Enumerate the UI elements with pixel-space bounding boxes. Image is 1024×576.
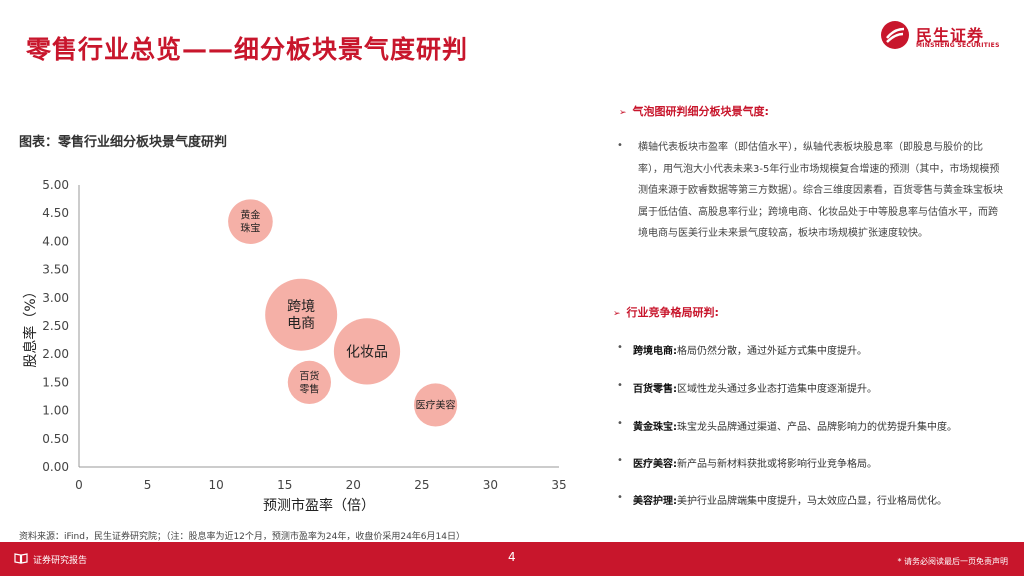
x-axis-label: 预测市盈率（倍） bbox=[263, 497, 375, 514]
section-heading-text: 行业竞争格局研判: bbox=[626, 306, 719, 319]
bullet-icon: • bbox=[617, 492, 623, 503]
section-heading-bubble: ➢ 气泡图研判细分板块景气度: bbox=[619, 103, 769, 119]
x-tick-label: 10 bbox=[209, 478, 224, 492]
x-tick-label: 5 bbox=[144, 478, 152, 492]
x-tick-label: 15 bbox=[277, 478, 292, 492]
arrow-icon: ➢ bbox=[613, 309, 621, 319]
bubble bbox=[413, 383, 458, 427]
bubble bbox=[287, 360, 331, 404]
bullet-icon: • bbox=[617, 380, 623, 391]
x-tick-label: 20 bbox=[346, 478, 361, 492]
page-number: 4 bbox=[508, 550, 516, 564]
disclaimer-note: * 请务必阅读最后一页免责声明 bbox=[897, 557, 1008, 566]
y-tick-label: 2.00 bbox=[42, 347, 69, 361]
footer-label: 证券研究报告 bbox=[33, 556, 88, 566]
list-item: 黄金珠宝:珠宝龙头品牌通过渠道、产品、品牌影响力的优势提升集中度。 bbox=[633, 422, 957, 433]
y-tick-label: 0.50 bbox=[42, 432, 69, 446]
bubble-label: 黄金珠宝 bbox=[240, 209, 260, 235]
book-icon bbox=[14, 553, 28, 564]
y-tick-label: 2.50 bbox=[42, 319, 69, 333]
bullet-icon: • bbox=[617, 418, 623, 429]
logo-name: 民生证券 bbox=[916, 26, 985, 45]
list-item: 百货零售:区域性龙头通过多业态打造集中度逐渐提升。 bbox=[633, 384, 877, 395]
brand-logo: 民生证券 MINSHENG SECURITIES bbox=[880, 20, 1000, 56]
source-note: 资料来源：iFind，民生证券研究院；（注：股息率为近12个月，预测市盈率为24… bbox=[19, 532, 465, 542]
bubble bbox=[333, 318, 401, 385]
logo-english-name: MINSHENG SECURITIES bbox=[916, 42, 1000, 49]
bubble bbox=[228, 199, 273, 244]
section-heading-text: 气泡图研判细分板块景气度: bbox=[632, 105, 769, 118]
chart-title: 图表：零售行业细分板块景气度研判 bbox=[19, 135, 228, 150]
bullet-icon: • bbox=[617, 140, 623, 151]
bubble-label: 百货零售 bbox=[299, 369, 319, 395]
bubble-explanation: 横轴代表板块市盈率（即估值水平），纵轴代表板块股息率（即股息与股价的比率），用气… bbox=[638, 142, 1003, 239]
y-tick-label: 1.50 bbox=[42, 375, 69, 389]
page-title: 零售行业总览——细分板块景气度研判 bbox=[26, 35, 469, 64]
y-axis-label: 股息率（%） bbox=[22, 284, 39, 367]
list-item: 美容护理:美护行业品牌端集中度提升，马太效应凸显，行业格局优化。 bbox=[633, 496, 947, 507]
y-tick-label: 3.50 bbox=[42, 263, 69, 277]
x-tick-label: 30 bbox=[483, 478, 498, 492]
x-tick-label: 35 bbox=[551, 478, 566, 492]
bubble-label: 跨境电商 bbox=[287, 299, 315, 332]
bubble-chart: 0 5 10 15 20 25 30 35 0.00 0.50 1.00 1.50 2.00 2.50 3.… bbox=[22, 178, 567, 514]
list-item: 医疗美容:新产品与新材料获批或将影响行业竞争格局。 bbox=[633, 459, 877, 470]
y-tick-label: 5.00 bbox=[42, 178, 69, 192]
y-tick-label: 4.00 bbox=[42, 234, 69, 248]
bubble-label: 化妆品 bbox=[346, 344, 388, 360]
logo-mark-icon bbox=[881, 21, 909, 49]
footer-bar: 证券研究报告 bbox=[0, 542, 1024, 576]
bubble bbox=[265, 278, 338, 351]
y-tick-label: 4.50 bbox=[42, 206, 69, 220]
section-heading-competition: ➢ 行业竞争格局研判: bbox=[613, 304, 719, 320]
arrow-icon: ➢ bbox=[619, 108, 627, 118]
bullet-icon: • bbox=[617, 342, 623, 353]
y-tick-label: 0.00 bbox=[42, 460, 69, 474]
x-tick-label: 0 bbox=[75, 478, 83, 492]
y-tick-label: 3.00 bbox=[42, 291, 69, 305]
x-tick-label: 25 bbox=[414, 478, 429, 492]
bullet-icon: • bbox=[617, 455, 623, 466]
bubble-label: 医疗美容 bbox=[416, 398, 456, 411]
y-tick-label: 1.00 bbox=[42, 404, 69, 418]
list-item: 跨境电商:格局仍然分散，通过外延方式集中度提升。 bbox=[633, 346, 867, 357]
